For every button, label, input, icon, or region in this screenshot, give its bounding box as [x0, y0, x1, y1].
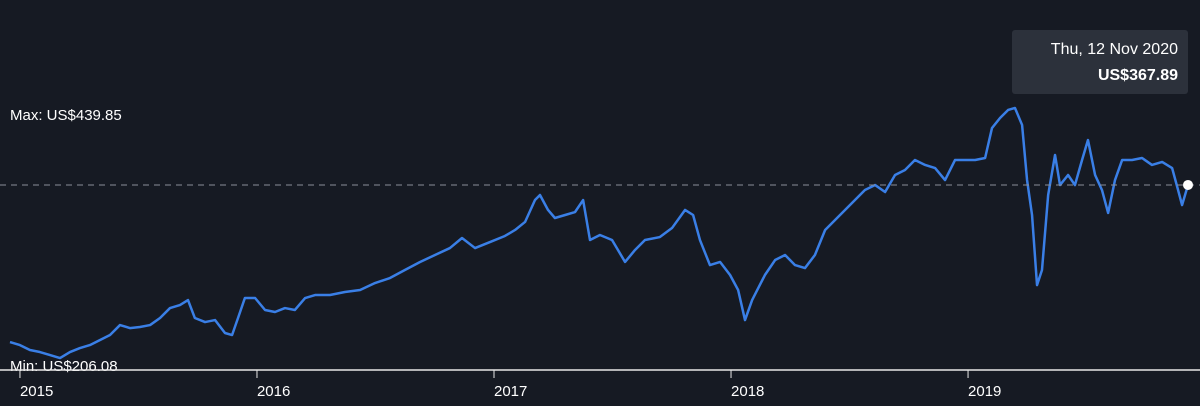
tooltip-value: US$367.89 [1098, 67, 1178, 84]
max-label: Max: US$439.85 [10, 107, 122, 124]
tooltip-box [1012, 30, 1188, 94]
x-tick-label: 2019 [968, 383, 1001, 400]
x-tick-label: 2018 [731, 383, 764, 400]
current-point [1183, 179, 1193, 190]
x-tick-label: 2015 [20, 383, 53, 400]
price-line [9, 106, 1190, 360]
tooltip-date: Thu, 12 Nov 2020 [1051, 41, 1178, 58]
min-label: Min: US$206.08 [10, 358, 118, 375]
x-tick-label: 2017 [494, 383, 527, 400]
tooltip: Thu, 12 Nov 2020 US$367.89 [1012, 30, 1188, 94]
x-tick-label: 2016 [257, 383, 290, 400]
